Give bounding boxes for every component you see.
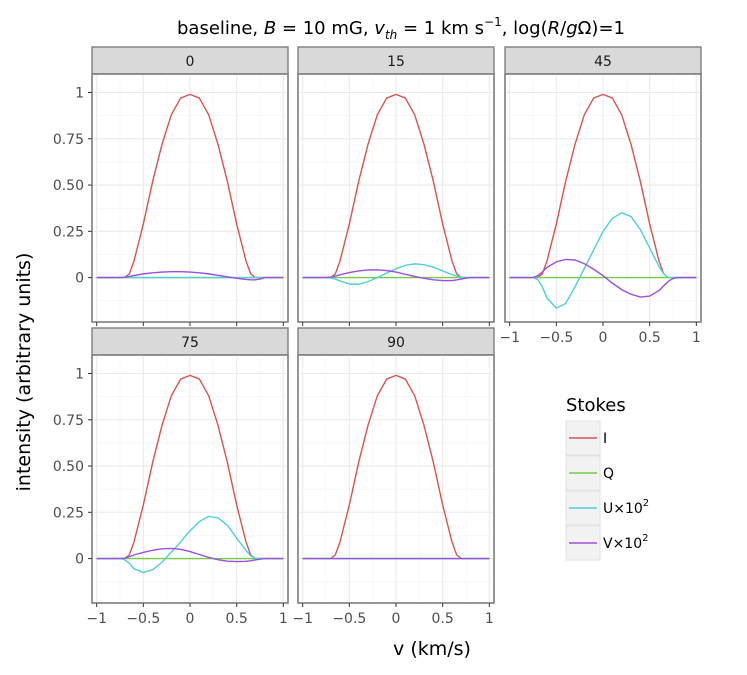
y-tick-label: 0.25 bbox=[53, 224, 84, 240]
x-tick-label: 0.5 bbox=[639, 330, 661, 346]
facet-strip-label: 0 bbox=[186, 54, 195, 70]
facet-strip-label: 90 bbox=[387, 335, 405, 351]
facet-strip-label: 15 bbox=[387, 54, 405, 70]
legend-label: U×102 bbox=[603, 498, 649, 517]
legend: Stokes I Q U×102 V×102 bbox=[565, 395, 649, 561]
series-line-U bbox=[302, 263, 490, 285]
y-tick-label: 0.50 bbox=[53, 459, 84, 475]
y-tick-label: 0.75 bbox=[53, 413, 84, 429]
legend-title: Stokes bbox=[566, 395, 626, 416]
x-tick-label: 0 bbox=[186, 611, 195, 627]
series-line-V bbox=[509, 258, 697, 298]
y-tick-label: 0 bbox=[75, 552, 84, 568]
series-line-V bbox=[96, 547, 284, 563]
facet-panel-15: 15 bbox=[297, 46, 495, 326]
chart-title: baseline, B = 10 mG, vth = 1 km s−1, log… bbox=[177, 15, 625, 42]
x-tick-label: −0.5 bbox=[539, 330, 573, 346]
y-tick-label: 0.50 bbox=[53, 178, 84, 194]
facet-strip-label: 45 bbox=[594, 54, 612, 70]
facet-strip bbox=[91, 46, 289, 75]
facet-strip bbox=[297, 46, 495, 75]
legend-entry-Q: Q bbox=[565, 455, 614, 491]
y-axis-title: intensity (arbitrary units) bbox=[13, 253, 35, 492]
facet-panel-0: 0 0 0.25 0.50 0.75 1 bbox=[53, 46, 289, 326]
x-tick-label: 0.5 bbox=[432, 611, 454, 627]
series-line-V bbox=[96, 270, 284, 281]
facet-panel-75: 75 0 0.25 0.50 0.75 1 −1 −0.5 0 0.5 1 bbox=[53, 327, 289, 627]
x-axis-title: v (km/s) bbox=[393, 638, 471, 660]
x-tick-label: 1 bbox=[279, 611, 288, 627]
x-tick-label: −1 bbox=[499, 330, 520, 346]
legend-label: V×102 bbox=[603, 533, 649, 552]
series-line-V bbox=[302, 269, 490, 282]
legend-entry-I: I bbox=[565, 420, 607, 456]
facet-strip bbox=[297, 327, 495, 356]
series-line-U bbox=[509, 212, 697, 309]
legend-entry-U: U×102 bbox=[565, 490, 649, 526]
facet-panel-45: 45 −1 −0.5 0 0.5 1 bbox=[499, 46, 702, 346]
facet-strip bbox=[504, 46, 702, 75]
x-tick-label: 1 bbox=[485, 611, 494, 627]
legend-entry-V: V×102 bbox=[565, 525, 649, 561]
x-tick-label: −0.5 bbox=[332, 611, 366, 627]
x-tick-label: −1 bbox=[86, 611, 107, 627]
x-tick-label: 0 bbox=[599, 330, 608, 346]
x-tick-label: −0.5 bbox=[126, 611, 160, 627]
legend-label: Q bbox=[603, 466, 614, 482]
y-tick-label: 0 bbox=[75, 271, 84, 287]
x-tick-label: 0 bbox=[392, 611, 401, 627]
x-tick-label: 0.5 bbox=[226, 611, 248, 627]
y-tick-label: 0.25 bbox=[53, 505, 84, 521]
x-tick-label: 1 bbox=[692, 330, 701, 346]
series-line-U bbox=[96, 515, 284, 574]
y-tick-label: 0.75 bbox=[53, 132, 84, 148]
y-tick-label: 1 bbox=[75, 86, 84, 102]
legend-label: I bbox=[603, 431, 607, 447]
facet-strip bbox=[91, 327, 289, 356]
facet-panel-90: 90 −1 −0.5 0 0.5 1 bbox=[292, 327, 495, 627]
y-tick-label: 1 bbox=[75, 367, 84, 383]
facet-strip-label: 75 bbox=[181, 335, 199, 351]
x-tick-label: −1 bbox=[292, 611, 313, 627]
